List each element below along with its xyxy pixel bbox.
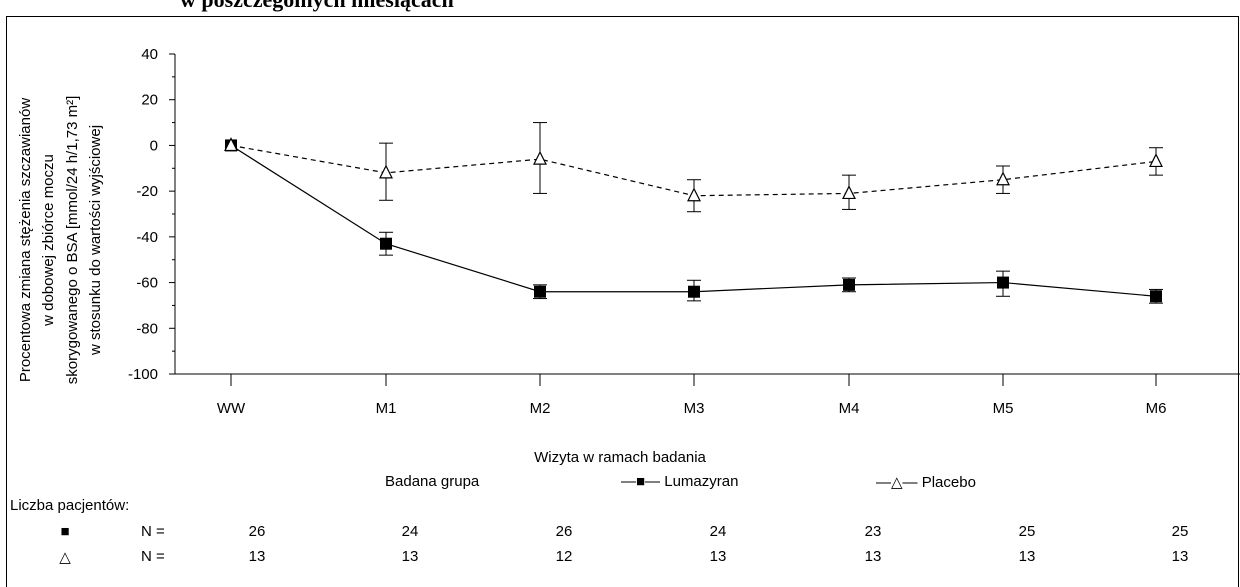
data-point <box>996 171 1010 186</box>
series-placebo <box>224 122 1163 213</box>
data-point <box>843 278 855 291</box>
x-tick-label: M6 <box>1146 400 1167 417</box>
x-tick-label: M1 <box>376 400 397 417</box>
y-axis: 40 20 0 -20 -40 -60 -80 -100 <box>128 46 176 383</box>
y-tick-label: -40 <box>136 229 158 246</box>
data-point <box>224 137 238 152</box>
x-axis-label: Wizyta w ramach badania <box>534 449 706 466</box>
y-axis-label-line: Procentowa zmiana stężenia szczawianów <box>17 98 34 382</box>
patient-count: 25 <box>1018 523 1036 540</box>
x-axis: WW M1 M2 M3 M4 M5 M6 <box>175 373 1240 417</box>
y-tick-label: -100 <box>128 366 158 383</box>
x-tick-label: M3 <box>684 400 705 417</box>
data-point <box>688 285 700 298</box>
y-tick-label: 20 <box>141 92 158 109</box>
n-label: N = <box>141 548 165 565</box>
y-tick-label: -80 <box>136 320 158 337</box>
patient-count: 24 <box>401 523 419 540</box>
patient-count: 12 <box>555 548 573 565</box>
patient-count: 25 <box>1171 523 1189 540</box>
data-point <box>997 276 1009 289</box>
y-axis-label-line: w stosunku do wartości wyjściowej <box>87 125 104 356</box>
patient-count-header: Liczba pacjentów: <box>10 497 130 514</box>
series-line <box>230 144 1157 297</box>
y-tick-label: 40 <box>141 46 158 63</box>
x-tick-label: M4 <box>839 400 860 417</box>
data-point <box>379 164 393 179</box>
y-axis-label-line: skorygowanego o BSA [mmol/24 h/1,73 m²] <box>64 96 81 384</box>
patient-count: 13 <box>1018 548 1036 565</box>
data-point <box>380 237 392 250</box>
n-label: N = <box>141 523 165 540</box>
x-tick-label: M2 <box>530 400 551 417</box>
data-point <box>1149 153 1163 168</box>
y-tick-label: -20 <box>136 183 158 200</box>
patient-count: 13 <box>1171 548 1189 565</box>
patient-count: 23 <box>864 523 882 540</box>
y-axis-label-line: w dobowej zbiórce moczu <box>40 154 57 327</box>
data-point <box>687 187 701 202</box>
legend-item-lumazyran: —■— Lumazyran <box>621 473 739 490</box>
data-point <box>842 185 856 200</box>
x-tick-label: M5 <box>993 400 1014 417</box>
y-tick-label: 0 <box>150 137 158 154</box>
placebo-symbol: △ <box>59 549 71 566</box>
patient-count: 13 <box>248 548 266 565</box>
y-tick-label: -60 <box>136 275 158 292</box>
patient-count: 26 <box>248 523 266 540</box>
patient-count: 13 <box>709 548 727 565</box>
y-axis-label: Procentowa zmiana stężenia szczawianów w … <box>17 96 104 384</box>
patient-count: 26 <box>555 523 573 540</box>
lumazyran-symbol: ■ <box>60 523 70 540</box>
x-tick-label: WW <box>217 400 246 417</box>
data-point <box>1150 290 1162 303</box>
series-group <box>224 122 1163 304</box>
legend-item-placebo: —△— Placebo <box>876 474 976 491</box>
data-point <box>534 285 546 298</box>
legend-title: Badana grupa <box>385 473 480 490</box>
series-lumazyran <box>225 139 1163 304</box>
data-point <box>533 150 547 165</box>
patient-count: 13 <box>864 548 882 565</box>
patient-count: 13 <box>401 548 419 565</box>
chart-frame <box>6 16 1239 587</box>
patient-count: 24 <box>709 523 727 540</box>
chart-title: w poszczególnych miesiącach <box>180 0 454 13</box>
